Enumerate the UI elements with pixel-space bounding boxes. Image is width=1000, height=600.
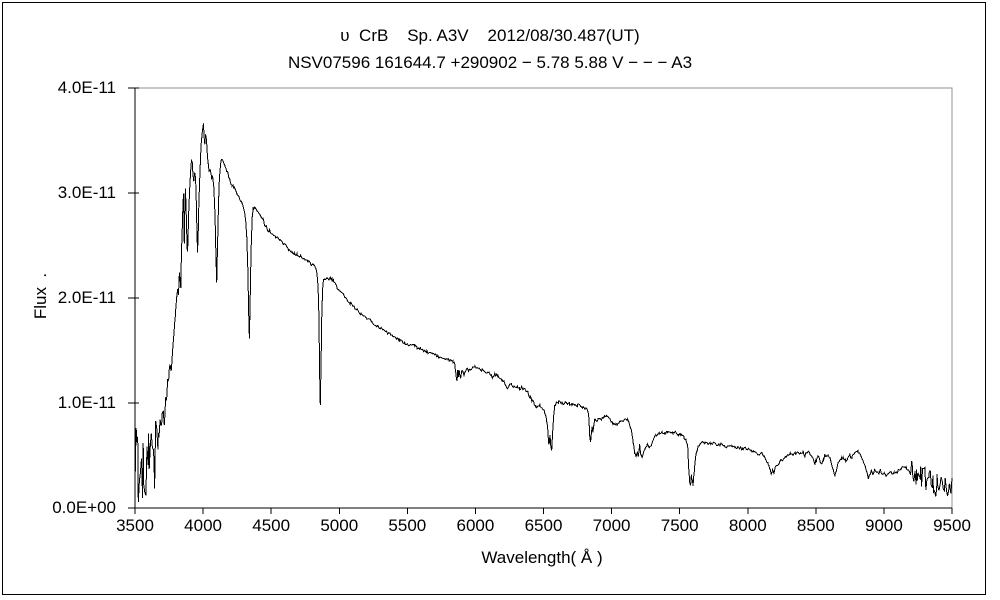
x-tick-label: 8000 xyxy=(728,516,767,535)
x-tick-label: 7000 xyxy=(592,516,631,535)
x-tick-label: 7500 xyxy=(660,516,699,535)
x-tick-label: 8500 xyxy=(796,516,835,535)
x-tick-label: 4000 xyxy=(184,516,222,535)
plot-frame xyxy=(135,87,953,508)
x-tick-label: 6500 xyxy=(524,516,563,535)
x-tick-label: 3500 xyxy=(116,516,154,535)
x-axis-title: Wavelength( Å ) xyxy=(481,548,603,567)
x-tick-label: 9000 xyxy=(864,516,903,535)
x-tick-label: 4500 xyxy=(252,516,291,535)
y-tick-label: 2.0E-11 xyxy=(57,288,116,307)
chart-title: υ CrB Sp. A3V 2012/08/30.487(UT) xyxy=(340,26,640,45)
plot-axes xyxy=(134,88,952,509)
x-tick-label: 5500 xyxy=(388,516,427,535)
y-tick-label: 1.0E-11 xyxy=(57,393,116,412)
y-tick-label: 3.0E-11 xyxy=(57,183,116,202)
chart-subtitle: NSV07596 161644.7 +290902 − 5.78 5.88 V … xyxy=(287,53,693,72)
y-tick-label: 0.0E+00 xyxy=(52,498,116,517)
x-tick-label: 9500 xyxy=(933,516,971,535)
x-tick-label: 6000 xyxy=(456,516,495,535)
x-tick-label: 5000 xyxy=(320,516,359,535)
y-tick-label: 4.0E-11 xyxy=(57,78,116,97)
spectrum-line xyxy=(134,123,953,503)
